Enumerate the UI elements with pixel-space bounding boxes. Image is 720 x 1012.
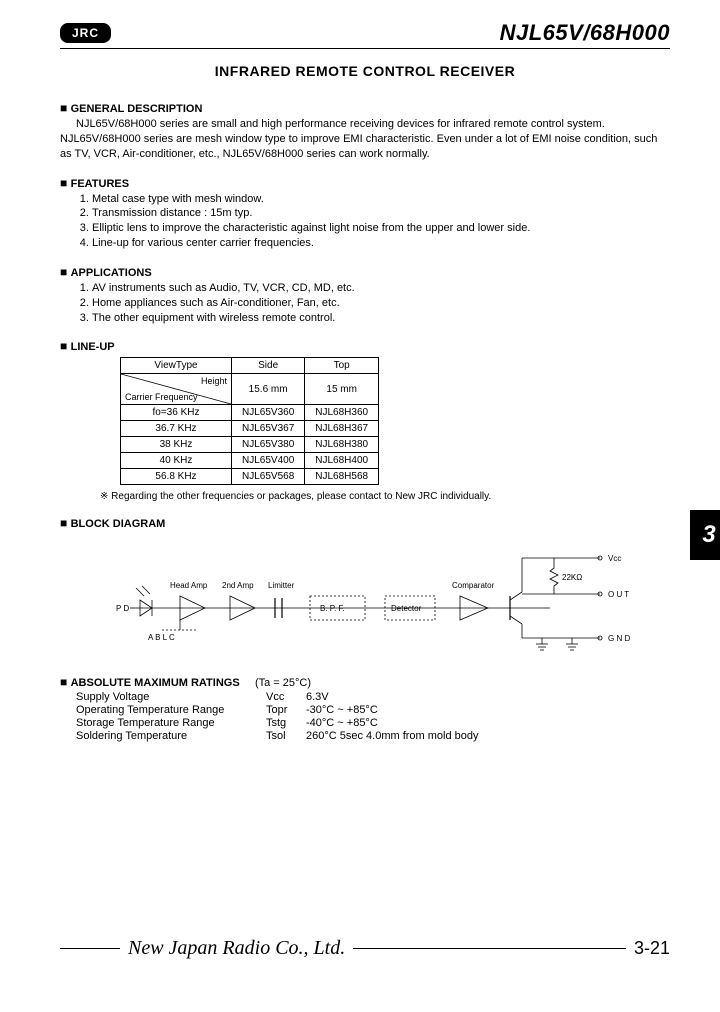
table-cell: NJL68H360	[305, 405, 379, 421]
table-row: Height Carrier Frequency 15.6 mm 15 mm	[121, 374, 379, 405]
heading-applications: APPLICATIONS	[60, 265, 670, 279]
list-item: The other equipment with wireless remote…	[92, 311, 670, 326]
table-row: 36.7 KHz NJL65V367 NJL68H367	[121, 421, 379, 437]
label-ablc: A B L C	[148, 633, 175, 642]
label-comparator: Comparator	[452, 581, 495, 590]
list-item: Line-up for various center carrier frequ…	[92, 236, 670, 251]
heading-block-diagram: BLOCK DIAGRAM	[60, 516, 670, 530]
rating-value: -30°C ~ +85°C	[306, 704, 378, 716]
section-applications: APPLICATIONS AV instruments such as Audi…	[60, 265, 670, 326]
rating-symbol: Tsol	[266, 730, 306, 742]
table-cell: NJL68H400	[305, 453, 379, 469]
page-footer: New Japan Radio Co., Ltd. 3-21	[60, 937, 670, 960]
rating-symbol: Topr	[266, 704, 306, 716]
table-header: ViewType	[121, 358, 232, 374]
footer-company: New Japan Radio Co., Ltd.	[120, 937, 353, 960]
table-cell: 36.7 KHz	[121, 421, 232, 437]
ground-icon	[566, 638, 578, 650]
ground-icon	[536, 638, 548, 650]
table-cell: 15 mm	[305, 374, 379, 405]
heading-lineup: LINE-UP	[60, 339, 670, 353]
rating-label: Soldering Temperature	[76, 730, 266, 742]
heading-features: FEATURES	[60, 176, 670, 190]
table-header: Top	[305, 358, 379, 374]
lineup-table: ViewType Side Top Height Carrier Frequen…	[120, 357, 379, 485]
table-cell: 38 KHz	[121, 437, 232, 453]
block-diagram: P D Head Amp A B L C 2nd Amp Limitter	[110, 538, 670, 661]
table-cell-diagonal: Height Carrier Frequency	[121, 374, 232, 405]
part-number: NJL65V/68H000	[500, 20, 670, 46]
table-cell: 15.6 mm	[232, 374, 305, 405]
table-row: 38 KHz NJL65V380 NJL68H380	[121, 437, 379, 453]
section-features: FEATURES Metal case type with mesh windo…	[60, 176, 670, 251]
list-item: AV instruments such as Audio, TV, VCR, C…	[92, 281, 670, 296]
table-row: ViewType Side Top	[121, 358, 379, 374]
list-item: Transmission distance : 15m typ.	[92, 206, 670, 221]
label-gnd: G N D	[608, 634, 630, 643]
section-tab: 3	[690, 510, 720, 560]
ratings-heading-text: ABSOLUTE MAXIMUM RATINGS	[71, 677, 240, 689]
table-row: 40 KHz NJL65V400 NJL68H400	[121, 453, 379, 469]
features-list: Metal case type with mesh window. Transm…	[60, 192, 670, 251]
table-row: fo=36 KHz NJL65V360 NJL68H360	[121, 405, 379, 421]
diag-label-height: Height	[201, 376, 227, 386]
table-cell: NJL65V380	[232, 437, 305, 453]
label-resistor: 22KΩ	[562, 573, 582, 582]
label-bpf: B. P. F.	[320, 604, 345, 613]
table-cell: NJL68H568	[305, 469, 379, 485]
rating-label: Storage Temperature Range	[76, 717, 266, 729]
list-item: Metal case type with mesh window.	[92, 192, 670, 207]
rating-value: -40°C ~ +85°C	[306, 717, 378, 729]
diag-label-carrier: Carrier Frequency	[125, 392, 198, 402]
page-number: 3-21	[626, 938, 670, 959]
section-general-description: GENERAL DESCRIPTION NJL65V/68H000 series…	[60, 101, 670, 162]
section-block-diagram: BLOCK DIAGRAM P D Head Amp A B L C	[60, 516, 670, 661]
table-cell: 56.8 KHz	[121, 469, 232, 485]
label-limitter: Limitter	[268, 581, 295, 590]
table-cell: NJL68H367	[305, 421, 379, 437]
table-cell: NJL65V360	[232, 405, 305, 421]
document-title: INFRARED REMOTE CONTROL RECEIVER	[60, 63, 670, 79]
ratings-row: Storage Temperature Range Tstg -40°C ~ +…	[76, 717, 670, 729]
rating-value: 6.3V	[306, 691, 329, 703]
table-cell: fo=36 KHz	[121, 405, 232, 421]
rating-value: 260°C 5sec 4.0mm from mold body	[306, 730, 479, 742]
table-row: 56.8 KHz NJL65V568 NJL68H568	[121, 469, 379, 485]
document-header: JRC NJL65V/68H000	[60, 20, 670, 49]
label-out: O U T	[608, 590, 629, 599]
table-cell: NJL65V367	[232, 421, 305, 437]
ratings-list: Supply Voltage Vcc 6.3V Operating Temper…	[60, 691, 670, 742]
applications-list: AV instruments such as Audio, TV, VCR, C…	[60, 281, 670, 326]
ratings-row: Operating Temperature Range Topr -30°C ~…	[76, 704, 670, 716]
label-detector: Detector	[391, 604, 422, 613]
ratings-condition: (Ta = 25°C)	[255, 677, 311, 689]
label-pd: P D	[116, 604, 129, 613]
table-cell: 40 KHz	[121, 453, 232, 469]
ratings-row: Soldering Temperature Tsol 260°C 5sec 4.…	[76, 730, 670, 742]
label-head-amp: Head Amp	[170, 581, 208, 590]
general-description-text: NJL65V/68H000 series are small and high …	[60, 117, 670, 162]
list-item: Home appliances such as Air-conditioner,…	[92, 296, 670, 311]
ratings-row: Supply Voltage Vcc 6.3V	[76, 691, 670, 703]
heading-ratings: ABSOLUTE MAXIMUM RATINGS (Ta = 25°C)	[60, 675, 670, 689]
jrc-logo: JRC	[60, 23, 111, 43]
section-lineup: LINE-UP ViewType Side Top Height Carrier…	[60, 339, 670, 502]
lineup-note: ※ Regarding the other frequencies or pac…	[60, 491, 670, 502]
label-2nd-amp: 2nd Amp	[222, 581, 254, 590]
rating-label: Supply Voltage	[76, 691, 266, 703]
rating-label: Operating Temperature Range	[76, 704, 266, 716]
section-ratings: ABSOLUTE MAXIMUM RATINGS (Ta = 25°C) Sup…	[60, 675, 670, 742]
rating-symbol: Vcc	[266, 691, 306, 703]
list-item: Elliptic lens to improve the characteris…	[92, 221, 670, 236]
table-cell: NJL68H380	[305, 437, 379, 453]
heading-general-description: GENERAL DESCRIPTION	[60, 101, 670, 115]
label-vcc: Vcc	[608, 554, 621, 563]
table-header: Side	[232, 358, 305, 374]
table-cell: NJL65V568	[232, 469, 305, 485]
rating-symbol: Tstg	[266, 717, 306, 729]
table-cell: NJL65V400	[232, 453, 305, 469]
